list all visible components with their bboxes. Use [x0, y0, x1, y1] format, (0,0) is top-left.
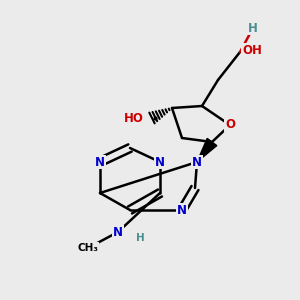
Text: H: H: [136, 233, 144, 243]
Polygon shape: [197, 138, 217, 162]
Text: O: O: [225, 118, 235, 131]
Text: N: N: [95, 155, 105, 169]
Text: N: N: [113, 226, 123, 238]
Text: N: N: [177, 203, 187, 217]
Text: HO: HO: [124, 112, 144, 124]
Text: N: N: [192, 155, 202, 169]
Text: H: H: [248, 22, 258, 34]
Text: CH₃: CH₃: [77, 243, 98, 253]
Text: N: N: [155, 155, 165, 169]
Text: OH: OH: [242, 44, 262, 56]
